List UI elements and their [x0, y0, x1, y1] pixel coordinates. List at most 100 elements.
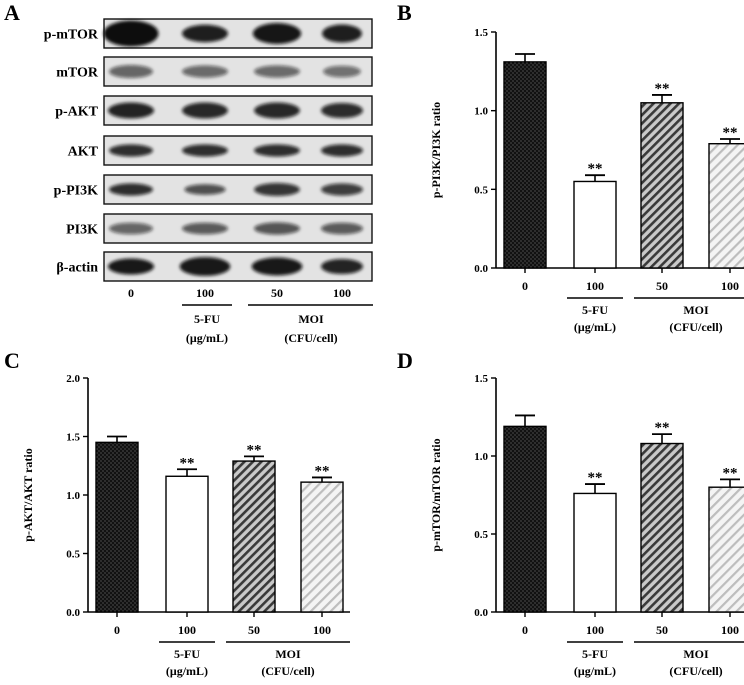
group-unit: (CFU/cell): [669, 320, 722, 334]
group-name: MOI: [683, 303, 709, 317]
group-unit: (μg/mL): [166, 664, 208, 678]
blot-band: [182, 24, 228, 43]
blot-band: [254, 65, 300, 78]
x-category-label: 50: [656, 623, 668, 637]
bar-chart-c: Cp-AKT/AKT ratio 0.0 0.5 1.0 1.5 2.0 0 ** 100 ** 5…: [4, 348, 350, 678]
panel-letter: B: [397, 0, 412, 25]
bar-chart-b: Bp-PI3K/PI3K ratio 0.0 0.5 1.0 1.5 0 ** 100 ** 50…: [397, 0, 744, 334]
bar: [573, 180, 617, 269]
group-unit: (CFU/cell): [669, 664, 722, 678]
group-name: MOI: [683, 647, 709, 661]
blot-row: p-PI3K: [54, 174, 373, 205]
bar: [232, 460, 276, 613]
bar: [640, 442, 684, 613]
y-axis-label: p-PI3K/PI3K ratio: [429, 102, 443, 198]
group-unit: (μg/mL): [574, 664, 616, 678]
blot-row-label: p-PI3K: [54, 184, 98, 199]
blot-lane-label: 100: [333, 286, 351, 300]
x-category-label: 50: [656, 279, 668, 293]
significance-label: **: [723, 125, 738, 141]
bar: [708, 486, 744, 613]
blot-group-unit: (μg/mL): [186, 331, 228, 345]
bar: [165, 475, 209, 613]
y-tick-label: 0.0: [66, 607, 80, 619]
significance-label: **: [655, 420, 670, 436]
blot-row-label: β-actin: [56, 261, 98, 276]
blot-band: [103, 20, 159, 47]
blot-band: [107, 258, 155, 275]
x-category-label: 0: [522, 623, 528, 637]
blot-band: [179, 257, 231, 276]
blot-band: [252, 23, 302, 44]
panel-letter: D: [397, 348, 413, 373]
blot-band: [109, 64, 153, 79]
blot-band: [182, 102, 228, 119]
blot-row-label: PI3K: [66, 223, 98, 238]
blot-band: [109, 183, 153, 196]
blot-band: [323, 65, 361, 78]
y-tick-label: 0.5: [474, 184, 488, 196]
bar: [300, 481, 344, 613]
y-tick-label: 0.0: [474, 263, 488, 275]
blot-band: [182, 144, 228, 157]
y-tick-label: 2.0: [66, 373, 80, 385]
y-axis-label: p-mTOR/mTOR ratio: [429, 438, 443, 551]
panel-letter-a: A: [4, 0, 20, 25]
bar: [503, 425, 547, 613]
y-tick-label: 1.0: [474, 106, 488, 118]
x-category-label: 50: [248, 623, 260, 637]
significance-label: **: [180, 455, 195, 471]
y-tick-label: 1.5: [474, 373, 488, 385]
significance-label: **: [723, 465, 738, 481]
blot-band: [254, 144, 300, 157]
x-category-label: 100: [586, 623, 604, 637]
blot-row: mTOR: [56, 56, 373, 87]
group-unit: (μg/mL): [574, 320, 616, 334]
bar: [573, 492, 617, 613]
y-tick-label: 1.0: [66, 490, 80, 502]
blot-band: [107, 102, 155, 119]
y-tick-label: 1.0: [474, 451, 488, 463]
significance-label: **: [588, 161, 603, 177]
x-category-label: 100: [313, 623, 331, 637]
significance-label: **: [588, 470, 603, 486]
y-tick-label: 0.0: [474, 607, 488, 619]
y-tick-label: 1.5: [66, 432, 80, 444]
blot-row: p-mTOR: [44, 18, 373, 49]
blot-band: [184, 184, 226, 195]
blot-band: [321, 183, 363, 196]
blot-band: [322, 24, 362, 43]
blot-band: [182, 222, 228, 235]
group-name: 5-FU: [174, 647, 200, 661]
blot-band: [251, 257, 303, 276]
blot-lane-label: 50: [271, 286, 283, 300]
blot-row: p-AKT: [55, 95, 373, 126]
significance-label: **: [315, 463, 330, 479]
panel-letter: C: [4, 348, 20, 373]
blot-row-label: AKT: [68, 145, 99, 160]
blot-row: AKT: [68, 135, 373, 166]
bar-chart-d: Dp-mTOR/mTOR ratio 0.0 0.5 1.0 1.5 0 ** 100 ** 50…: [397, 348, 744, 678]
bar: [503, 61, 547, 269]
blot-band: [321, 258, 363, 275]
bar: [640, 102, 684, 269]
blot-band: [254, 102, 300, 119]
bar: [95, 441, 139, 613]
x-category-label: 0: [522, 279, 528, 293]
blot-lane-label: 0: [128, 286, 134, 300]
blot-row: β-actin: [56, 251, 373, 282]
blot-row: PI3K: [66, 213, 373, 244]
blot-band: [254, 222, 300, 235]
blot-band: [254, 182, 300, 197]
group-unit: (CFU/cell): [261, 664, 314, 678]
significance-label: **: [655, 81, 670, 97]
y-tick-label: 0.5: [66, 549, 80, 561]
bar: [708, 143, 744, 269]
blot-group-unit: (CFU/cell): [284, 331, 337, 345]
blot-band: [109, 222, 153, 235]
blot-lane-label: 100: [196, 286, 214, 300]
x-category-label: 100: [721, 623, 739, 637]
western-blot-panel: A p-mTOR mTOR p-AKT AKT p-PI3K PI3K β-actin 0 1…: [4, 0, 373, 345]
blot-group-name: 5-FU: [194, 312, 220, 326]
